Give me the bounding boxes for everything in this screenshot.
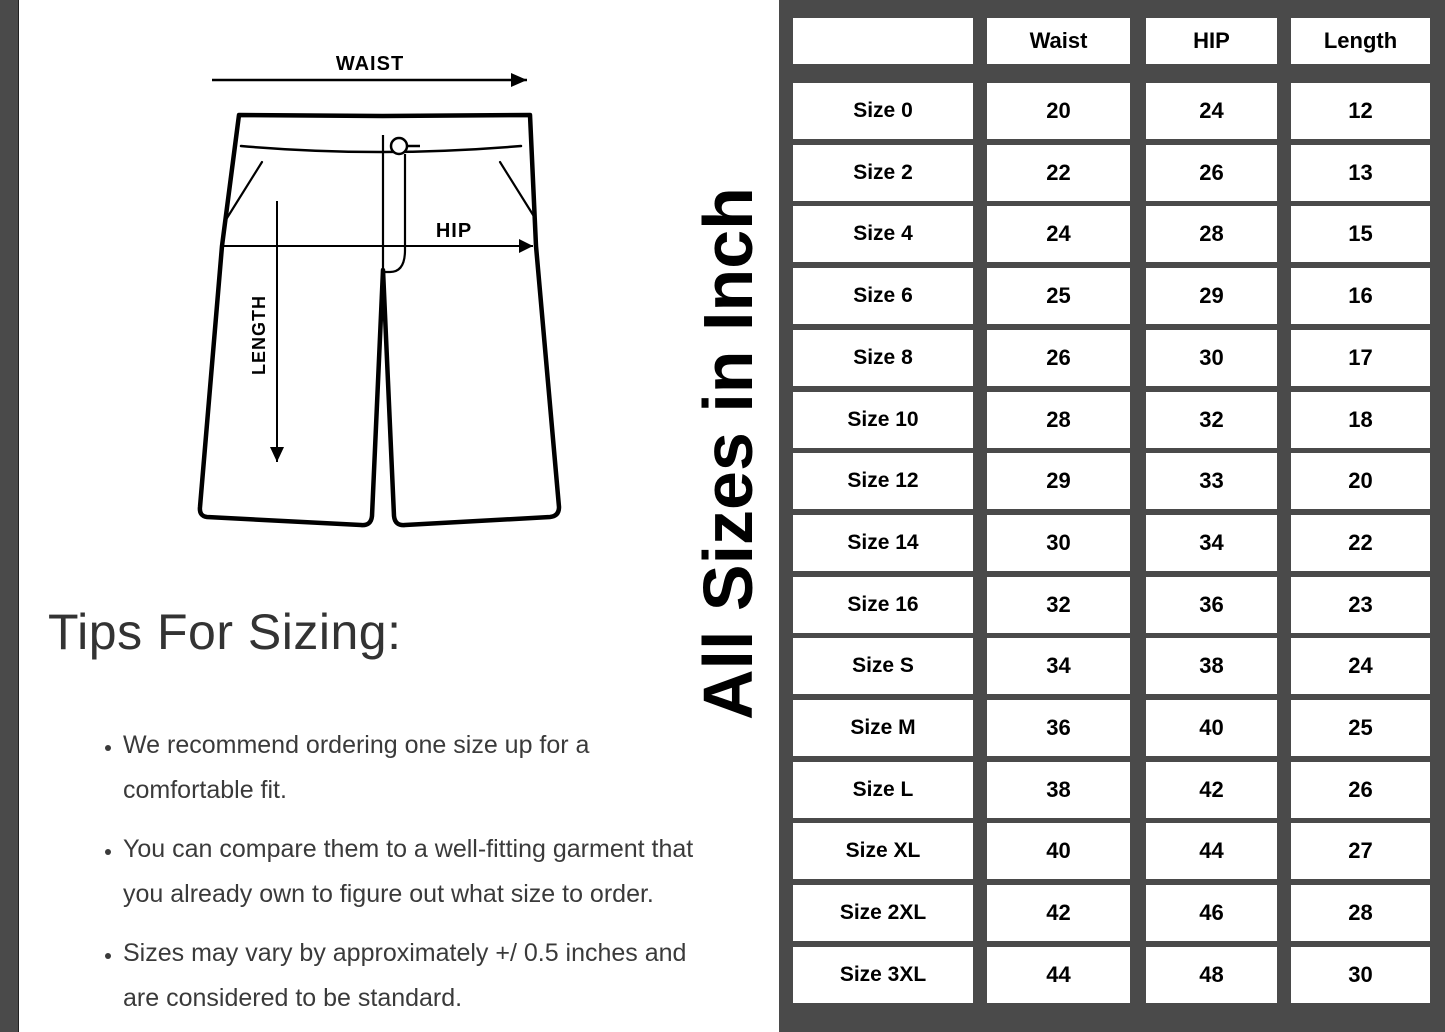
svg-text:HIP: HIP [436,220,472,242]
svg-text:LENGTH: LENGTH [249,295,269,375]
svg-text:WAIST: WAIST [336,53,404,75]
